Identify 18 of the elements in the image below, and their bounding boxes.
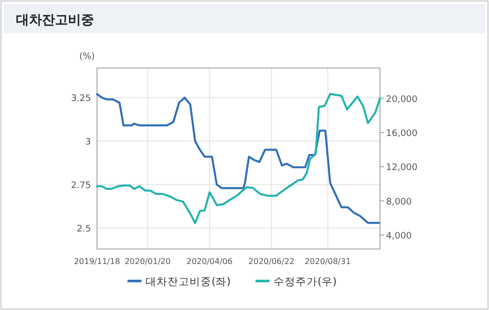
y-tick-label: 2.5 [76,224,91,235]
y2-tick-label: 12,000 [386,163,418,174]
x-tick-label: 2020/08/31 [304,257,351,266]
y-tick-label: 2.75 [70,181,91,192]
chart-title: 대차잔고비중 [16,13,94,28]
x-tick-label: 2020/06/22 [248,257,295,266]
y-axis-title: (%) [79,52,95,62]
legend-label: 대차잔고비중(좌) [146,276,231,288]
x-tick-label: 2019/11/18 [74,257,120,266]
y2-tick-label: 20,000 [386,94,418,105]
y2-tick-label: 16,000 [386,128,418,139]
y2-tick-label: 8,000 [386,197,412,208]
legend-label: 수정주가(우) [274,276,337,288]
y-tick-label: 3 [85,138,91,148]
x-tick-label: 2020/01/20 [124,257,171,266]
x-tick-label: 2020/04/06 [186,257,233,266]
y-tick-label: 3.25 [70,94,91,104]
y2-tick-label: 4,000 [386,231,412,242]
